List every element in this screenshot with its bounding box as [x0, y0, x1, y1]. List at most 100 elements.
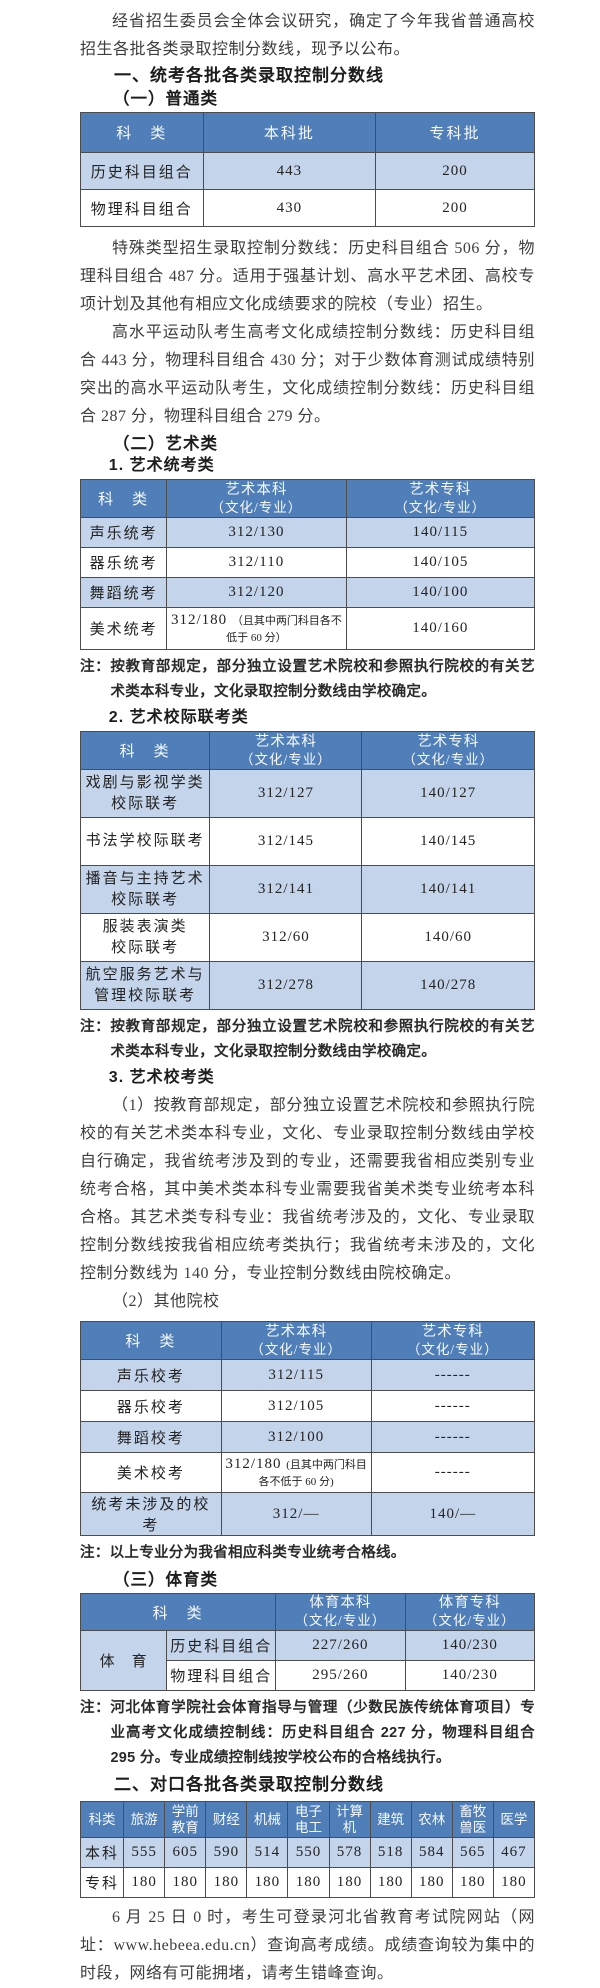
column-header: 科 类: [80, 112, 204, 153]
table-row: 舞蹈统考 312/120 140/100: [79, 577, 536, 608]
art-school-exam-table: 科 类 艺术本科 （文化/专业） 艺术专科 （文化/专业） 声乐校考 312/1…: [80, 1321, 536, 1536]
table-cell: 140/230: [404, 1660, 536, 1691]
table-row: 航空服务艺术与 管理校际联考 312/278 140/278: [79, 961, 535, 1010]
header-line: 电工: [294, 1819, 322, 1835]
table-cell: 565: [451, 1837, 494, 1868]
table-cell: 140/278: [361, 961, 535, 1010]
table-header-row: 科 类 本科批 专科批: [80, 112, 535, 153]
header-line: 计算: [336, 1803, 364, 1819]
table-header-row: 科 类 体育本科 （文化/专业） 体育专科 （文化/专业）: [79, 1593, 536, 1631]
table-row: 物理科目组合 295/260 140/230: [81, 1660, 536, 1691]
score-value: 312/180: [170, 611, 228, 628]
group-cell: 体 育: [79, 1630, 168, 1691]
column-header: 体育专科 （文化/专业）: [404, 1593, 536, 1631]
table-cell: 200: [375, 152, 535, 190]
general-category-heading: （一）普通类: [113, 90, 218, 108]
table-row: 声乐校考 312/115 ------: [80, 1359, 536, 1391]
header-line: 艺术专科: [417, 733, 480, 750]
category-line: 校际联考: [111, 795, 180, 812]
column-header: 科 类: [79, 731, 211, 770]
header-line: 艺术本科: [225, 481, 288, 498]
table-row: 美术统考 312/180 （且其中两门科目各不低于 60 分） 140/160: [79, 607, 536, 650]
art-joint-heading: 2. 艺术校际联考类: [108, 709, 249, 726]
table-cell: ------: [370, 1452, 536, 1493]
column-header: 学前 教育: [164, 1801, 207, 1838]
category-line: 校际联考: [111, 891, 180, 908]
table-cell: 140/60: [361, 913, 535, 962]
table-cell: 美术校考: [80, 1452, 222, 1493]
table-cell: 140/115: [345, 517, 536, 548]
table-cell: 美术统考: [79, 607, 168, 650]
column-header: 畜牧 兽医: [451, 1801, 494, 1838]
table-header-row: 科 类 艺术本科 （文化/专业） 艺术专科 （文化/专业）: [79, 479, 536, 518]
table-cell: 140/141: [361, 865, 535, 914]
column-header: 科类: [79, 1801, 125, 1838]
header-line: 兽医: [459, 1819, 487, 1835]
table-cell: 服装表演类 校际联考: [79, 913, 211, 962]
table-cell: 312/115: [220, 1359, 372, 1391]
column-header: 电子 电工: [287, 1801, 330, 1838]
category-line: 航空服务艺术与: [85, 966, 205, 983]
category-line: 服装表演类: [102, 918, 188, 935]
table-cell: 历史科目组合: [80, 152, 204, 190]
table-header-row: 科 类 艺术本科 （文化/专业） 艺术专科 （文化/专业）: [80, 1321, 536, 1360]
column-header: 艺术专科 （文化/专业）: [345, 479, 536, 518]
sports-scores-table: 科 类 体育本科 （文化/专业） 体育专科 （文化/专业） 体 育 历史科目组合…: [79, 1593, 536, 1691]
column-header: 艺术本科 （文化/专业）: [220, 1321, 372, 1360]
header-line: 农林: [418, 1811, 446, 1827]
table-cell: 467: [492, 1837, 536, 1868]
table-cell: 443: [202, 152, 377, 190]
table-cell: 航空服务艺术与 管理校际联考: [79, 961, 211, 1010]
table-cell: 140/105: [345, 547, 536, 578]
art-exam-heading: 3. 艺术校考类: [108, 1069, 215, 1086]
table-cell: 物理科目组合: [80, 189, 204, 227]
score-condition-note: (且其中两门科目各不低于 60 分): [258, 1458, 367, 1488]
table-cell: ------: [370, 1390, 536, 1422]
table-row: 播音与主持艺术 校际联考 312/141 140/141: [79, 865, 535, 914]
table-cell: 605: [164, 1837, 207, 1868]
sports-team-paragraph: 高水平运动队考生高考文化成绩控制分数线：历史科目组合 443 分，物理科目组合 …: [80, 324, 535, 425]
table-cell: 312/180 (且其中两门科目各不低于 60 分): [220, 1452, 372, 1493]
art-unified-note: 注：按教育部规定，部分独立设置艺术院校和参照执行院校的有关艺术类本科专业，文化录…: [80, 659, 535, 700]
table-cell: 227/260: [275, 1630, 406, 1661]
table-cell: 140/—: [370, 1492, 536, 1536]
art-joint-table: 科 类 艺术本科 （文化/专业） 艺术专科 （文化/专业） 戏剧与影视学类 校际…: [79, 731, 535, 1010]
column-header: 旅游: [123, 1801, 166, 1838]
table-cell: ------: [370, 1359, 536, 1391]
header-line: （文化/专业）: [394, 499, 487, 515]
table-row: 体 育 历史科目组合 227/260 140/230: [79, 1630, 536, 1691]
table-row: 声乐统考 312/130 140/115: [79, 517, 536, 548]
table-cell: 518: [369, 1837, 412, 1868]
table-cell: ------: [370, 1421, 536, 1453]
table-cell: 590: [205, 1837, 248, 1868]
table-cell: 舞蹈校考: [80, 1421, 222, 1453]
table-row: 统考未涉及的校考 312/— 140/—: [80, 1492, 536, 1536]
outro-paragraph: 6 月 25 日 0 时，考生可登录河北省教育考试院网站（网址：www.hebe…: [80, 1909, 535, 1982]
art-unified-heading: 1. 艺术统考类: [108, 457, 215, 474]
table-cell: 578: [328, 1837, 371, 1868]
column-header: 机械: [246, 1801, 289, 1838]
table-cell: 历史科目组合: [166, 1630, 277, 1661]
header-line: 艺术专科: [409, 481, 472, 498]
header-line: 电子: [294, 1803, 322, 1819]
table-row: 服装表演类 校际联考 312/60 140/60: [79, 913, 535, 962]
header-line: 旅游: [130, 1811, 158, 1827]
table-cell: 550: [287, 1837, 330, 1868]
column-header: 科 类: [79, 479, 168, 518]
table-header-row: 科 类 艺术本科 （文化/专业） 艺术专科 （文化/专业）: [79, 731, 535, 770]
art-category-heading: （二）艺术类: [113, 435, 218, 453]
table-cell: 180: [287, 1867, 330, 1898]
category-line: 书法学校际联考: [85, 833, 205, 849]
table-row: 美术校考 312/180 (且其中两门科目各不低于 60 分) ------: [80, 1452, 536, 1493]
table-cell: 180: [451, 1867, 494, 1898]
table-cell: 312/120: [166, 577, 347, 608]
table-cell: 180: [328, 1867, 371, 1898]
table-cell: 140/100: [345, 577, 536, 608]
section-1-heading: 一、统考各批各类录取控制分数线: [114, 66, 384, 85]
table-cell: 312/60: [209, 913, 363, 962]
column-header: 本科批: [202, 112, 377, 153]
table-cell: 舞蹈统考: [79, 577, 168, 608]
table-header-row: 科类 旅游 学前 教育 财经 机械 电子 电工 计算机 建筑 农林 畜牧 兽医 医学: [79, 1801, 536, 1838]
table-cell: 180: [369, 1867, 412, 1898]
column-header: 艺术本科 （文化/专业）: [209, 731, 363, 770]
